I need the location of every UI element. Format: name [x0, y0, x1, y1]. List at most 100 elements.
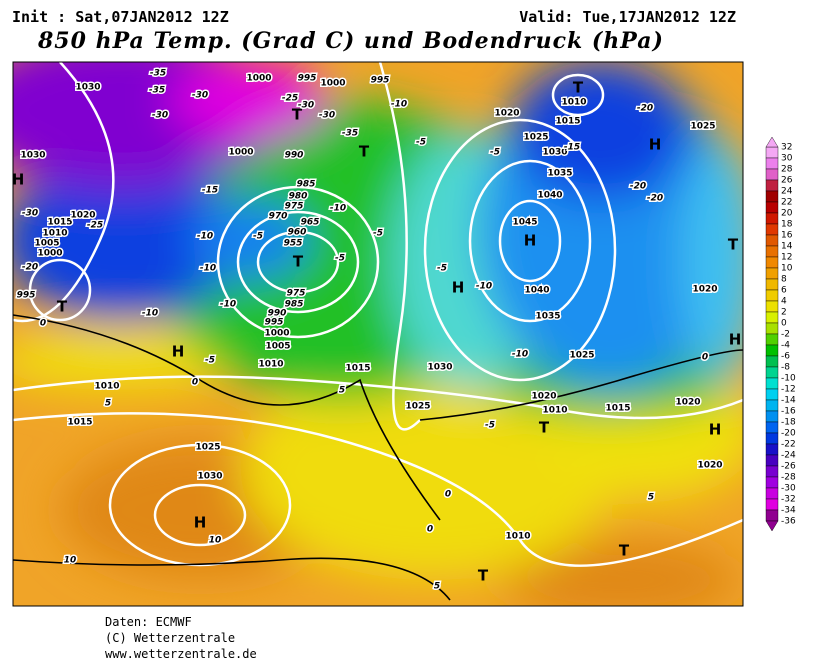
contour-label: 1015 [605, 404, 630, 414]
colorbar-swatch [765, 476, 779, 489]
colorbar-label: -26 [781, 462, 796, 472]
colorbar-label: 12 [781, 253, 792, 263]
colorbar-label: 26 [781, 176, 793, 186]
contour-label: 5 [339, 386, 345, 396]
contour-label: 1030 [197, 472, 222, 482]
colorbar-swatch [765, 388, 779, 401]
contour-label: -15 [564, 143, 580, 153]
colorbar-label: -10 [781, 374, 796, 384]
colorbar-label: 18 [781, 220, 793, 230]
colorbar-label: 24 [781, 187, 793, 197]
footer-url: www.wetterzentrale.de [105, 647, 257, 661]
colorbar-swatch [765, 399, 779, 412]
valid-time: Valid: Tue,17JAN2012 12Z [519, 8, 736, 26]
contour-label: -10 [220, 300, 236, 310]
contour-label: -5 [490, 148, 500, 158]
contour-label: 1015 [345, 364, 370, 374]
colorbar-swatch [765, 487, 779, 500]
contour-label: -10 [142, 309, 158, 319]
contour-label: 1020 [70, 211, 95, 221]
init-time: Init : Sat,07JAN2012 12Z [12, 8, 229, 26]
colorbar-swatch [765, 333, 779, 346]
contour-label: -35 [149, 86, 165, 96]
contour-label: 1005 [265, 342, 290, 352]
contour-label: 5 [105, 399, 111, 409]
contour-label: -20 [647, 194, 663, 204]
colorbar-label: 2 [781, 308, 787, 318]
contour-label: -5 [485, 421, 495, 431]
contour-label: 1015 [555, 117, 580, 127]
contour-label: 1035 [535, 312, 560, 322]
contour-label: 1010 [42, 229, 67, 239]
colorbar-swatch [765, 322, 779, 335]
pressure-center: T [478, 567, 489, 585]
contour-label: -10 [330, 204, 346, 214]
contour-label: 1045 [512, 218, 537, 228]
contour-label: 0 [702, 353, 708, 363]
colorbar-swatch [765, 311, 779, 324]
colorbar-label: -34 [781, 506, 796, 516]
contour-label: 975 [285, 202, 304, 212]
contour-label: -5 [437, 264, 447, 274]
colorbar-label: -24 [781, 451, 796, 461]
contour-label: 5 [648, 493, 654, 503]
pressure-center: H [729, 331, 742, 349]
colorbar-swatch [765, 168, 779, 181]
contour-label: 970 [269, 212, 288, 222]
pressure-center: H [12, 171, 25, 189]
colorbar-swatch [765, 465, 779, 478]
colorbar-swatch [765, 300, 779, 313]
contour-label: 1030 [542, 148, 567, 158]
contour-label: 1015 [67, 418, 92, 428]
pressure-center: T [359, 143, 370, 161]
title: 850 hPa Temp. (Grad C) und Bodendruck (h… [37, 28, 664, 54]
colorbar-swatch [765, 234, 779, 247]
colorbar-swatch [765, 179, 779, 192]
pressure-center: H [709, 421, 722, 439]
contour-label: 1000 [320, 79, 345, 89]
contour-label: -5 [205, 356, 215, 366]
colorbar-cap [765, 520, 779, 532]
pressure-center: H [194, 514, 207, 532]
contour-label: 995 [17, 291, 36, 301]
colorbar-swatch [765, 245, 779, 258]
colorbar-label: -16 [781, 407, 796, 417]
map-frame [12, 61, 744, 607]
contour-label: -35 [150, 69, 166, 79]
contour-label: -5 [416, 138, 426, 148]
colorbar-swatch [765, 432, 779, 445]
colorbar-swatch [765, 190, 779, 203]
colorbar-swatch [765, 355, 779, 368]
colorbar-swatch [765, 366, 779, 379]
colorbar-swatch [765, 201, 779, 214]
contour-label: 960 [288, 228, 307, 238]
contour-label: -5 [373, 229, 383, 239]
colorbar-label: -36 [781, 517, 796, 527]
contour-label: 1010 [505, 532, 530, 542]
contour-label: -10 [476, 282, 492, 292]
colorbar-swatch [765, 157, 779, 170]
contour-label: 1000 [228, 148, 253, 158]
colorbar-label: -2 [781, 330, 790, 340]
colorbar-label: -6 [781, 352, 790, 362]
colorbar-swatch [765, 498, 779, 511]
contour-label: 1020 [692, 285, 717, 295]
contour-label: 10 [209, 536, 222, 546]
colorbar: 32302826242220181614121086420-2-4-6-8-10… [765, 136, 796, 532]
pressure-center: T [292, 106, 303, 124]
contour-label: 1010 [542, 406, 567, 416]
pressure-center: H [524, 232, 537, 250]
colorbar-swatch [765, 223, 779, 236]
colorbar-label: 30 [781, 154, 793, 164]
pressure-center: T [728, 236, 739, 254]
contour-label: 5 [434, 582, 440, 592]
colorbar-label: 32 [781, 143, 792, 153]
contour-label: -30 [319, 111, 335, 121]
contour-label: -25 [87, 221, 103, 231]
map [13, 62, 743, 606]
contour-label: 1020 [531, 392, 556, 402]
contour-label: 1025 [569, 351, 594, 361]
contour-label: 1025 [405, 402, 430, 412]
colorbar-swatch [765, 256, 779, 269]
